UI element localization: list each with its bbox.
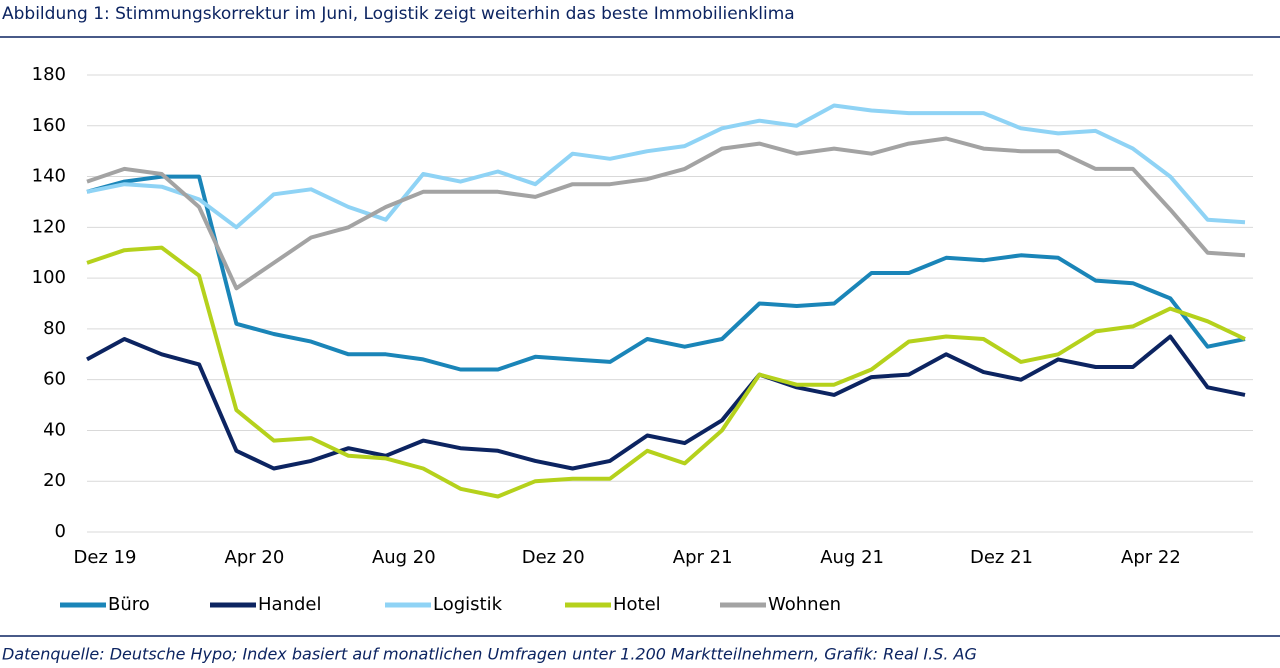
y-tick-label: 40	[43, 419, 66, 440]
x-tick-label: Apr 22	[1121, 547, 1181, 568]
series-line	[86, 136, 1246, 291]
y-tick-label: 80	[43, 318, 66, 339]
source-note: Datenquelle: Deutsche Hypo; Index basier…	[2, 645, 977, 664]
legend-label: Logistik	[433, 594, 503, 615]
series-line	[86, 103, 1246, 230]
legend-label: Wohnen	[768, 594, 841, 615]
legend-label: Büro	[108, 594, 150, 615]
legend-label: Handel	[258, 594, 321, 615]
y-tick-label: 120	[32, 216, 66, 237]
y-tick-label: 180	[32, 64, 66, 85]
x-tick-label: Apr 20	[225, 547, 285, 568]
x-tick-label: Aug 21	[820, 547, 884, 568]
x-tick-label: Dez 19	[73, 547, 136, 568]
series-line	[86, 334, 1246, 471]
y-tick-label: 160	[32, 115, 66, 136]
series-line	[86, 245, 1246, 499]
y-tick-label: 100	[32, 267, 66, 288]
y-tick-label: 0	[55, 521, 66, 542]
x-tick-label: Aug 20	[372, 547, 436, 568]
x-tick-label: Apr 21	[673, 547, 733, 568]
y-tick-label: 140	[32, 166, 66, 187]
y-tick-label: 20	[43, 470, 66, 491]
legend-label: Hotel	[613, 594, 661, 615]
x-tick-label: Dez 20	[522, 547, 585, 568]
y-tick-label: 60	[43, 369, 66, 390]
chart-title: Abbildung 1: Stimmungskorrektur im Juni,…	[2, 4, 795, 24]
x-tick-label: Dez 21	[970, 547, 1033, 568]
series-line	[86, 174, 1246, 372]
